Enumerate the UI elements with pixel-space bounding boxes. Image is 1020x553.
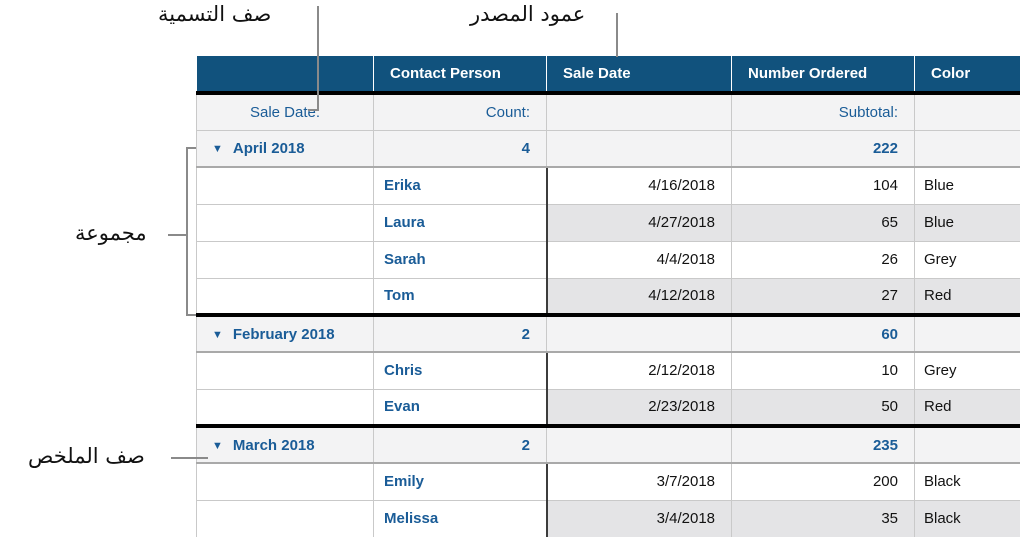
row-group-spacer-cell[interactable]: [196, 203, 374, 241]
color-cell[interactable]: Blue: [914, 166, 1020, 204]
annotation-source-column: عمود المصدر: [470, 2, 586, 26]
sale-date-cell[interactable]: 4/4/2018: [545, 240, 732, 278]
group-empty-sale-date[interactable]: [546, 129, 732, 168]
sale-date-cell[interactable]: 3/4/2018: [545, 499, 732, 537]
color-cell[interactable]: Black: [914, 499, 1020, 537]
row-group-spacer-cell[interactable]: [196, 388, 374, 426]
disclosure-triangle-icon[interactable]: ▼: [212, 142, 223, 155]
row-group-spacer-cell[interactable]: [196, 462, 374, 500]
column-header-sale-date[interactable]: Sale Date: [546, 56, 732, 95]
color-cell[interactable]: Grey: [914, 240, 1020, 278]
group-name-cell[interactable]: ▼ March 2018: [196, 425, 374, 464]
annotation-summary-row: صف الملخص: [28, 444, 145, 468]
group-name-cell[interactable]: ▼ February 2018: [196, 314, 374, 353]
table-row: Evan 2/23/2018 50 Red: [196, 388, 1020, 426]
contact-person-cell[interactable]: Evan: [373, 388, 547, 426]
label-row-empty-sale-date[interactable]: [546, 93, 732, 130]
group-name-cell[interactable]: ▼ April 2018: [196, 129, 374, 168]
annotation-group: مجموعة: [75, 221, 147, 245]
color-cell[interactable]: Blue: [914, 203, 1020, 241]
contact-person-cell[interactable]: Chris: [373, 351, 547, 389]
annotation-line-source-column: [616, 13, 618, 57]
row-group-spacer-cell[interactable]: [196, 351, 374, 389]
group-count-cell[interactable]: 2: [373, 425, 547, 464]
color-cell[interactable]: Red: [914, 388, 1020, 426]
table-row: Tom 4/12/2018 27 Red: [196, 277, 1020, 315]
sale-date-cell[interactable]: 4/27/2018: [545, 203, 732, 241]
header-row: Contact Person Sale Date Number Ordered Col…: [196, 56, 1020, 95]
number-ordered-cell[interactable]: 26: [731, 240, 915, 278]
group-subtotal-cell[interactable]: 222: [731, 129, 915, 168]
number-ordered-cell[interactable]: 10: [731, 351, 915, 389]
contact-person-cell[interactable]: Sarah: [373, 240, 547, 278]
column-header-number-ordered[interactable]: Number Ordered: [731, 56, 915, 95]
group-count-cell[interactable]: 4: [373, 129, 547, 168]
summary-row: ▼ April 2018 4 222: [196, 129, 1020, 168]
group-empty-sale-date[interactable]: [546, 314, 732, 353]
annotation-line-label-row-tick: [308, 109, 319, 111]
label-row-count[interactable]: Count:: [373, 93, 547, 130]
annotation-line-summary-row: [171, 457, 208, 459]
column-header-color[interactable]: Color: [914, 56, 1020, 95]
label-row-empty-color[interactable]: [914, 93, 1020, 130]
sale-date-cell[interactable]: 4/12/2018: [545, 277, 732, 315]
group-empty-sale-date[interactable]: [546, 425, 732, 464]
group-name-label: February 2018: [232, 325, 335, 343]
table-row: Emily 3/7/2018 200 Black: [196, 462, 1020, 500]
row-group-spacer-cell[interactable]: [196, 166, 374, 204]
contact-person-cell[interactable]: Melissa: [373, 499, 547, 537]
contact-person-cell[interactable]: Emily: [373, 462, 547, 500]
row-group-spacer-cell[interactable]: [196, 277, 374, 315]
sale-date-cell[interactable]: 2/23/2018: [545, 388, 732, 426]
summary-row: ▼ March 2018 2 235: [196, 425, 1020, 464]
color-cell[interactable]: Grey: [914, 351, 1020, 389]
label-row: Sale Date: Count: Subtotal:: [196, 93, 1020, 130]
group-count-cell[interactable]: 2: [373, 314, 547, 353]
number-ordered-cell[interactable]: 104: [731, 166, 915, 204]
sale-date-cell[interactable]: 4/16/2018: [545, 166, 732, 204]
color-cell[interactable]: Red: [914, 277, 1020, 315]
annotation-line-group-bracket-top: [186, 147, 196, 149]
disclosure-triangle-icon[interactable]: ▼: [212, 439, 223, 452]
annotation-label-row: صف التسمية: [158, 2, 272, 26]
group-subtotal-cell[interactable]: 235: [731, 425, 915, 464]
column-header-group[interactable]: [196, 56, 374, 95]
group-subtotal-cell[interactable]: 60: [731, 314, 915, 353]
sale-date-cell[interactable]: 2/12/2018: [545, 351, 732, 389]
group-empty-color[interactable]: [914, 425, 1020, 464]
color-cell[interactable]: Black: [914, 462, 1020, 500]
number-ordered-cell[interactable]: 27: [731, 277, 915, 315]
categorized-table: Contact Person Sale Date Number Ordered Col…: [196, 56, 1020, 537]
row-group-spacer-cell[interactable]: [196, 499, 374, 537]
number-ordered-cell[interactable]: 50: [731, 388, 915, 426]
number-ordered-cell[interactable]: 200: [731, 462, 915, 500]
annotation-line-group-connector: [168, 234, 187, 236]
table-row: Laura 4/27/2018 65 Blue: [196, 203, 1020, 241]
number-ordered-cell[interactable]: 65: [731, 203, 915, 241]
contact-person-cell[interactable]: Erika: [373, 166, 547, 204]
group-name-label: April 2018: [232, 139, 305, 157]
annotation-line-group-bracket-bottom: [186, 314, 196, 316]
row-group-spacer-cell[interactable]: [196, 240, 374, 278]
contact-person-cell[interactable]: Tom: [373, 277, 547, 315]
contact-person-cell[interactable]: Laura: [373, 203, 547, 241]
table-row: Erika 4/16/2018 104 Blue: [196, 166, 1020, 204]
disclosure-triangle-icon[interactable]: ▼: [212, 328, 223, 341]
table-row: Melissa 3/4/2018 35 Black: [196, 499, 1020, 537]
number-ordered-cell[interactable]: 35: [731, 499, 915, 537]
table-row: Chris 2/12/2018 10 Grey: [196, 351, 1020, 389]
group-name-label: March 2018: [232, 436, 315, 454]
sale-date-cell[interactable]: 3/7/2018: [545, 462, 732, 500]
summary-row: ▼ February 2018 2 60: [196, 314, 1020, 353]
label-row-category[interactable]: Sale Date:: [196, 93, 374, 130]
table-row: Sarah 4/4/2018 26 Grey: [196, 240, 1020, 278]
group-empty-color[interactable]: [914, 129, 1020, 168]
annotation-line-label-row: [317, 6, 319, 111]
annotation-line-group-bracket: [186, 147, 188, 316]
column-header-contact-person[interactable]: Contact Person: [373, 56, 547, 95]
group-empty-color[interactable]: [914, 314, 1020, 353]
label-row-subtotal[interactable]: Subtotal:: [731, 93, 915, 130]
